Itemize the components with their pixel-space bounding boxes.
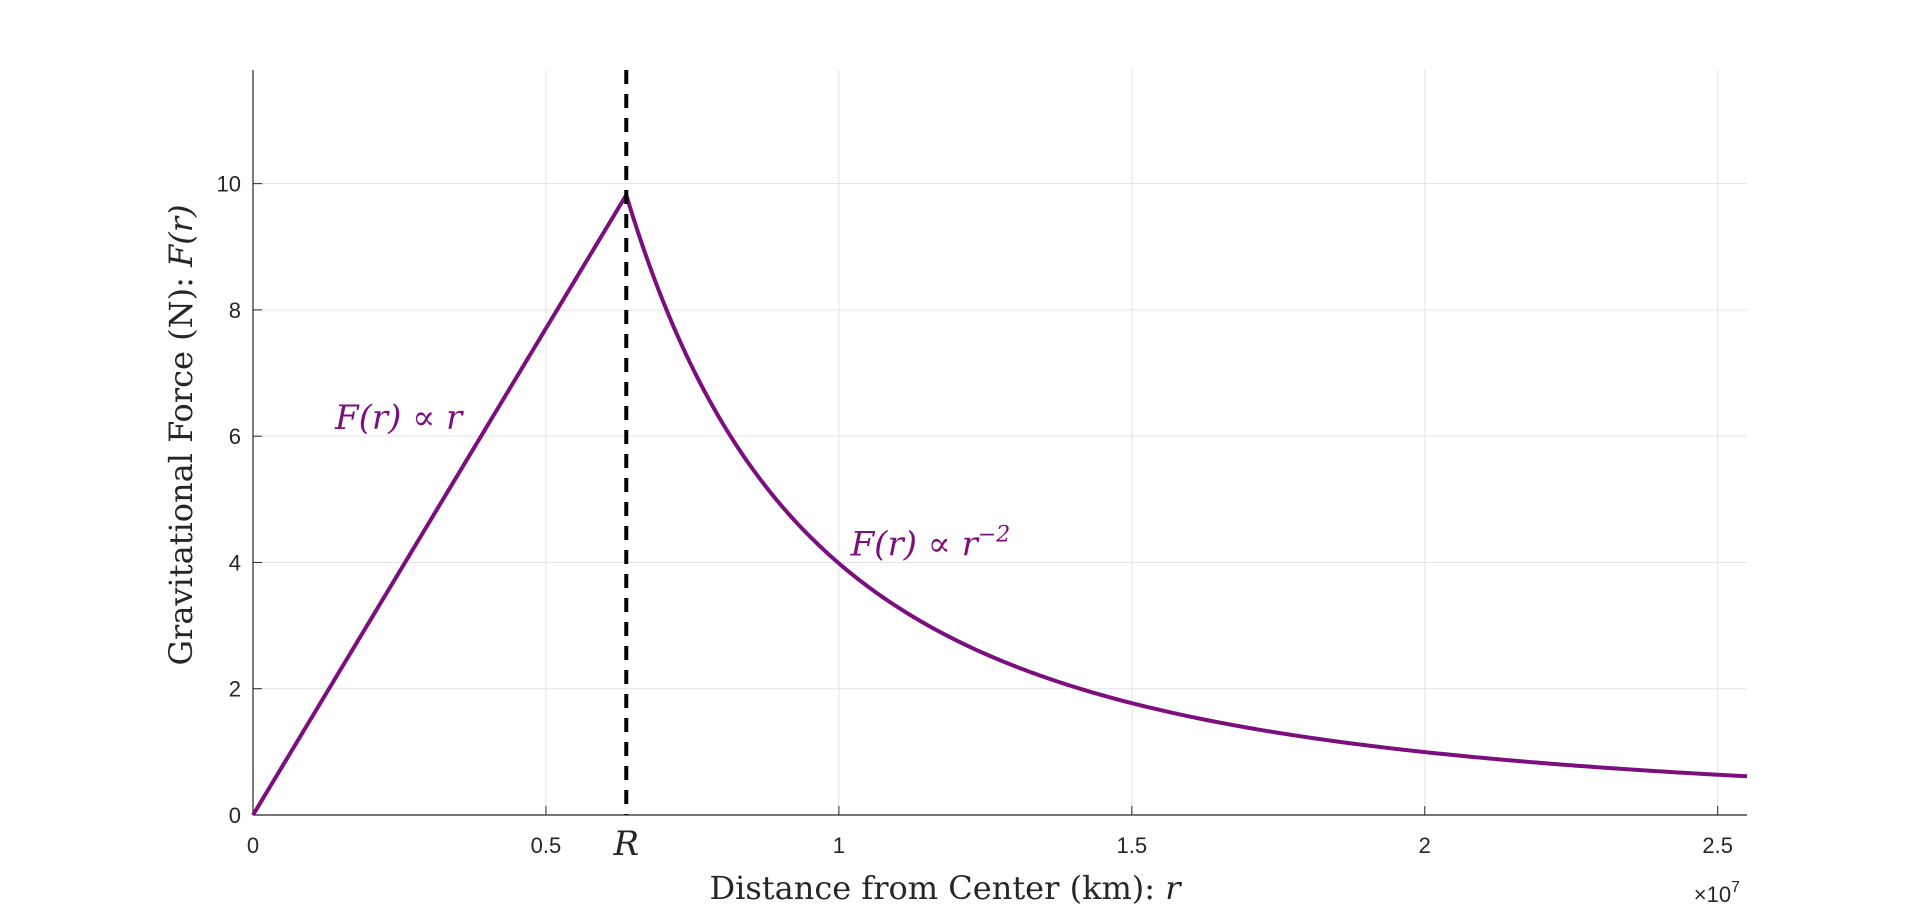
force-curve: [251, 193, 1748, 817]
y-tick-label: 4: [229, 550, 241, 575]
annotation-text: F(r) ∝ r: [334, 398, 464, 438]
y-tick-label: 2: [229, 677, 241, 702]
x-tick-label: 2.5: [1702, 833, 1733, 858]
x-tick-label: 0: [247, 833, 259, 858]
x-exponent-label: ×107: [1694, 879, 1740, 907]
curve-annotation: F(r) ∝ r−2: [850, 523, 1011, 565]
series-layer: [251, 193, 1748, 817]
y-tick-label: 8: [229, 298, 241, 323]
radius-label: R: [612, 824, 639, 864]
axes: [252, 70, 1747, 816]
x-tick-label: 2: [1419, 833, 1431, 858]
curve-annotation: F(r) ∝ r: [334, 398, 464, 438]
x-tick-label: 1.5: [1117, 833, 1148, 858]
reference-line-layer: R: [612, 70, 639, 864]
x-tick-label: 1: [833, 833, 845, 858]
annotation-exponent: −2: [978, 523, 1010, 548]
y-tick-label: 10: [217, 172, 241, 197]
annotation-text: F(r) ∝ r: [850, 525, 980, 565]
x-tick-label: 0.5: [531, 833, 562, 858]
grid-lines: [253, 70, 1747, 815]
tick-labels: 0 0.5 1 1.5 2 2.5 0 2 4 6 8 10: [217, 172, 1733, 858]
x-axis-title: Distance from Center (km): r: [709, 869, 1182, 907]
annotations: F(r) ∝ rF(r) ∝ r−2: [334, 398, 1010, 564]
y-tick-label: 0: [229, 803, 241, 828]
y-tick-label: 6: [229, 424, 241, 449]
y-axis-title: Gravitational Force (N): F(r): [162, 204, 200, 665]
